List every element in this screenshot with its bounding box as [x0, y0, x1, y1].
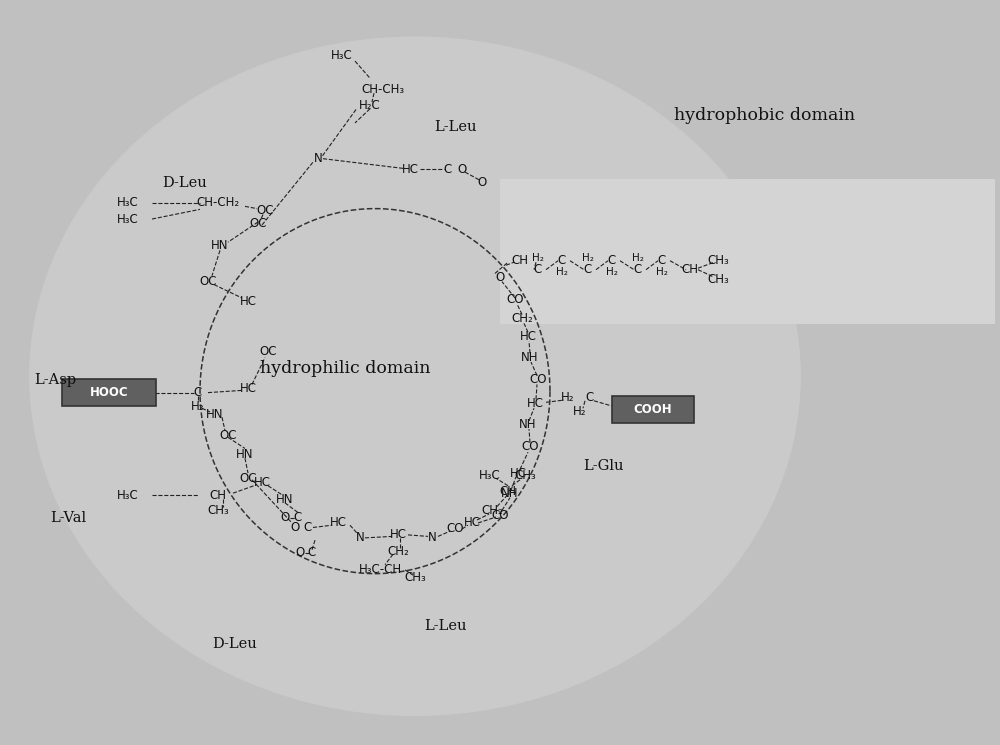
- Text: O: O: [290, 521, 300, 534]
- Text: H₃C: H₃C: [117, 196, 139, 209]
- Text: NH: NH: [519, 418, 537, 431]
- Text: H₃C: H₃C: [479, 469, 501, 482]
- Text: CH₃: CH₃: [514, 469, 536, 482]
- Text: OC: OC: [239, 472, 257, 485]
- Text: CO: CO: [446, 522, 464, 536]
- Text: HC: HC: [510, 466, 526, 480]
- Text: H₂: H₂: [573, 405, 587, 419]
- Text: CH₂: CH₂: [481, 504, 503, 517]
- Text: HC: HC: [390, 528, 406, 542]
- Text: HC: HC: [240, 382, 256, 396]
- Text: H₂: H₂: [656, 267, 668, 277]
- Text: HN: HN: [206, 408, 224, 422]
- Text: O: O: [280, 511, 290, 524]
- Text: O: O: [495, 270, 505, 284]
- Text: CH: CH: [210, 489, 226, 502]
- FancyBboxPatch shape: [500, 179, 995, 324]
- Text: CH₂: CH₂: [511, 312, 533, 326]
- Text: COOH: COOH: [634, 403, 672, 416]
- FancyBboxPatch shape: [612, 396, 694, 423]
- Text: C: C: [608, 254, 616, 267]
- Text: N: N: [428, 531, 436, 545]
- Text: HC: HC: [254, 476, 270, 489]
- Text: HC: HC: [240, 295, 256, 308]
- Text: HC: HC: [402, 162, 418, 176]
- Text: hydrophilic domain: hydrophilic domain: [260, 361, 430, 377]
- Text: HN: HN: [276, 492, 294, 506]
- Text: L-Leu: L-Leu: [434, 120, 476, 133]
- Text: N: N: [356, 531, 364, 545]
- Text: NH: NH: [521, 351, 539, 364]
- Text: HC: HC: [520, 330, 536, 343]
- Text: L-Asp: L-Asp: [34, 373, 76, 387]
- Text: H₂: H₂: [606, 267, 618, 277]
- Text: CH₂: CH₂: [387, 545, 409, 558]
- Text: H₃C: H₃C: [117, 489, 139, 502]
- Text: C: C: [444, 162, 452, 176]
- Text: H₃C-CH: H₃C-CH: [358, 563, 402, 577]
- Text: HC: HC: [526, 397, 544, 410]
- Text: C: C: [558, 254, 566, 267]
- Text: CH-CH₂: CH-CH₂: [196, 196, 240, 209]
- Text: C: C: [586, 391, 594, 405]
- Text: C: C: [304, 521, 312, 534]
- Text: HC: HC: [464, 516, 480, 530]
- Text: H₂: H₂: [632, 253, 644, 263]
- Text: C: C: [534, 263, 542, 276]
- Text: H₃C: H₃C: [117, 212, 139, 226]
- Text: OC: OC: [249, 217, 267, 230]
- Ellipse shape: [30, 37, 800, 715]
- Text: CO: CO: [506, 293, 524, 306]
- Text: D-Leu: D-Leu: [163, 176, 207, 189]
- Text: O: O: [295, 546, 305, 559]
- Text: C: C: [584, 263, 592, 276]
- Text: CH₃: CH₃: [707, 254, 729, 267]
- Text: L-Val: L-Val: [50, 511, 86, 524]
- Text: CO: CO: [529, 373, 547, 387]
- Text: H₂C: H₂C: [359, 99, 381, 112]
- Text: L-Leu: L-Leu: [424, 619, 466, 633]
- Text: HN: HN: [236, 448, 254, 461]
- Text: CH: CH: [682, 263, 698, 276]
- FancyBboxPatch shape: [500, 179, 995, 324]
- Text: O: O: [457, 162, 467, 176]
- Text: C: C: [308, 546, 316, 559]
- Text: HN: HN: [211, 239, 229, 253]
- Text: H₂: H₂: [582, 253, 594, 263]
- Text: CH₃: CH₃: [707, 273, 729, 286]
- Text: H₂: H₂: [561, 391, 575, 405]
- Text: CO: CO: [521, 440, 539, 454]
- Text: OC: OC: [199, 275, 217, 288]
- Text: C: C: [658, 254, 666, 267]
- Text: OC: OC: [256, 203, 274, 217]
- Text: C: C: [294, 511, 302, 524]
- Text: C: C: [634, 263, 642, 276]
- Text: H₂: H₂: [532, 253, 544, 263]
- Ellipse shape: [30, 37, 800, 715]
- Text: OC: OC: [259, 345, 277, 358]
- Text: D-Leu: D-Leu: [213, 638, 257, 651]
- Text: hydrophobic domain: hydrophobic domain: [674, 107, 856, 124]
- Text: OC: OC: [219, 429, 237, 443]
- Text: O: O: [477, 176, 487, 189]
- Text: CH: CH: [500, 485, 516, 498]
- Text: H₃C: H₃C: [331, 49, 353, 63]
- Text: CO: CO: [491, 509, 509, 522]
- Text: CH: CH: [512, 254, 528, 267]
- Text: H₂: H₂: [191, 399, 205, 413]
- Text: CH₃: CH₃: [207, 504, 229, 517]
- Text: C: C: [194, 386, 202, 399]
- Text: CH₃: CH₃: [404, 571, 426, 584]
- Text: L-Glu: L-Glu: [583, 459, 623, 472]
- Text: H₂: H₂: [556, 267, 568, 277]
- Text: HOOC: HOOC: [90, 386, 128, 399]
- Text: CH-CH₃: CH-CH₃: [361, 83, 405, 96]
- Text: HC: HC: [330, 516, 347, 530]
- Text: N: N: [314, 152, 322, 165]
- Text: NH: NH: [501, 486, 519, 500]
- FancyBboxPatch shape: [62, 379, 156, 406]
